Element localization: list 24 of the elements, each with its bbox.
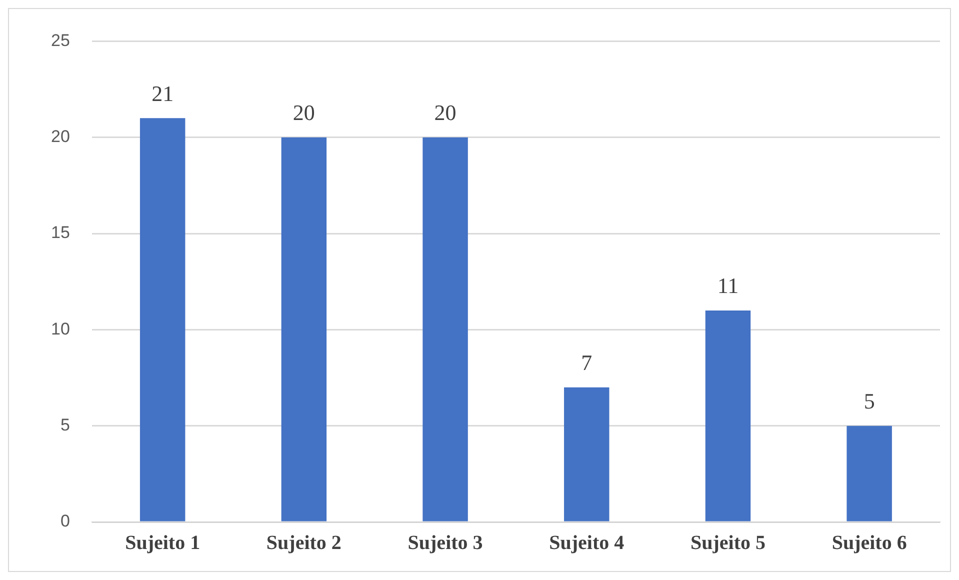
data-label: 20 xyxy=(292,100,315,126)
bar xyxy=(140,118,186,522)
y-tick-label: 25 xyxy=(50,30,70,50)
x-tick-label: Sujeito 4 xyxy=(549,532,624,554)
x-tick-label: Sujeito 6 xyxy=(832,532,907,554)
data-label: 21 xyxy=(152,80,174,106)
y-tick-label: 10 xyxy=(50,319,70,338)
y-tick-label: 15 xyxy=(50,223,70,242)
bar xyxy=(422,137,468,522)
y-tick-label: 0 xyxy=(60,512,70,531)
x-tick-label: Sujeito 2 xyxy=(266,532,342,554)
bar xyxy=(846,426,892,522)
y-tick-label: 20 xyxy=(50,127,70,146)
bar xyxy=(705,310,751,522)
data-label: 11 xyxy=(717,273,739,298)
data-label: 20 xyxy=(434,100,456,126)
x-tick-label: Sujeito 5 xyxy=(690,532,766,554)
bar xyxy=(281,137,327,522)
bar xyxy=(564,387,610,522)
data-label: 5 xyxy=(864,388,875,414)
x-tick-label: Sujeito 3 xyxy=(408,532,483,554)
x-tick-label: Sujeito 1 xyxy=(125,532,200,554)
y-tick-label: 5 xyxy=(60,416,70,435)
data-label: 7 xyxy=(581,350,592,376)
